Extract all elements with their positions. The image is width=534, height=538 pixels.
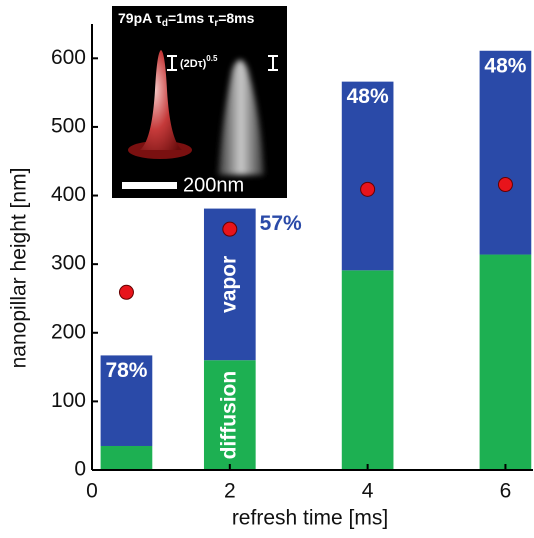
y-tick-label: 0 <box>74 458 86 481</box>
bar-segment <box>342 82 394 271</box>
marker <box>361 182 375 196</box>
y-tick-label: 300 <box>51 252 86 275</box>
y-tick-label: 400 <box>51 183 86 206</box>
header-part: =8ms <box>218 10 254 26</box>
percent-label: 78% <box>105 359 147 382</box>
percent-label: 48% <box>484 54 526 77</box>
x-tick-label: 6 <box>500 480 512 503</box>
bar-segment <box>342 270 394 470</box>
series-name: vapor <box>217 256 240 313</box>
bar-segment <box>480 255 532 470</box>
x-tick-label: 0 <box>86 480 98 503</box>
x-tick-label: 2 <box>224 480 236 503</box>
scale-bar <box>122 182 177 189</box>
y-tick-label: 500 <box>51 114 86 137</box>
y-axis-title: nanopillar height [nm] <box>8 168 31 369</box>
x-axis-title: refresh time [ms] <box>232 507 388 530</box>
header-part: 79pA τ <box>118 10 163 26</box>
inset: 79pA τd=1ms τr=8ms (2Dτ)0.5 200nm <box>112 6 287 198</box>
scale-bar-label: 200nm <box>183 174 244 196</box>
marker <box>119 285 133 299</box>
x-tick-label: 4 <box>362 480 374 503</box>
percent-label: 57% <box>260 212 302 235</box>
marker <box>223 222 237 236</box>
diffusion-length-base: (2Dτ) <box>180 58 207 70</box>
series-name: diffusion <box>217 371 240 460</box>
chart: 78% diffusion vapor 57% 48% 48% 0 100 200 300 400 5… <box>0 0 534 533</box>
header-part: =1ms τ <box>168 10 215 26</box>
bar-segment <box>101 446 153 470</box>
marker <box>498 178 512 192</box>
bar-segment <box>480 51 532 255</box>
percent-label: 48% <box>347 85 389 108</box>
diffusion-length-exp: 0.5 <box>206 54 218 63</box>
y-tick-label: 200 <box>51 320 86 343</box>
y-tick-label: 600 <box>51 46 86 69</box>
y-tick-label: 100 <box>51 389 86 412</box>
